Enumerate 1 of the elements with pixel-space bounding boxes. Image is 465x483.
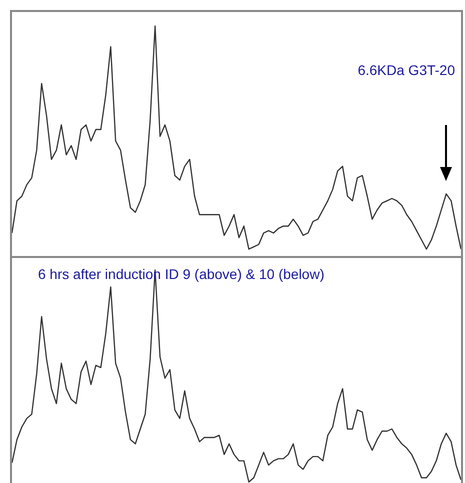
annotation: 6.6KDa G3T-20: [358, 62, 455, 78]
